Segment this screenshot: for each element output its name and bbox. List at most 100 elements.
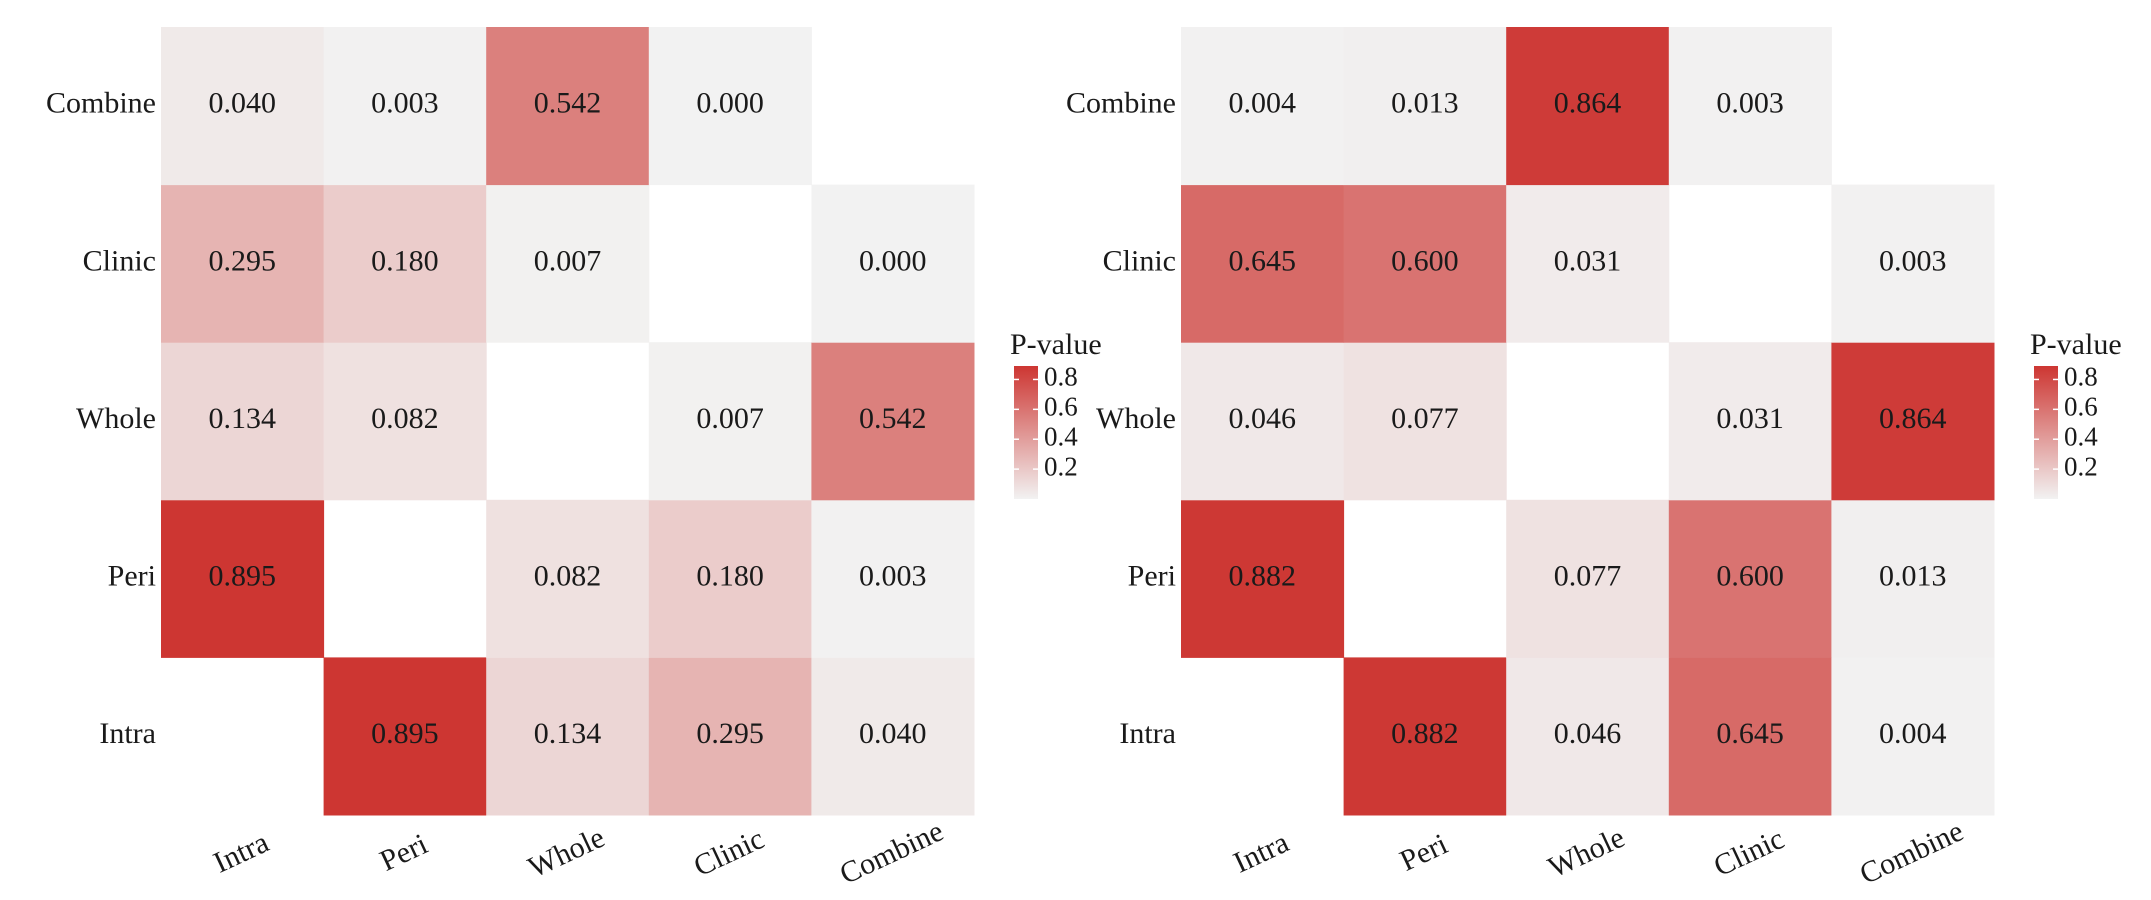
- cell-label: 0.004: [1229, 87, 1297, 120]
- heat-cell: [1831, 184, 1995, 343]
- colorbar: [2034, 366, 2058, 499]
- heat-cell: [648, 27, 812, 186]
- heat-cell: [1343, 342, 1507, 501]
- x-tick-label: Whole: [523, 821, 609, 885]
- heat-cell: [1668, 27, 1832, 186]
- heat-cell: [1506, 499, 1670, 658]
- heat-cell: [1831, 342, 1995, 501]
- colorbar-tick-label: 0.2: [2064, 451, 2098, 481]
- cell-label: 0.000: [859, 244, 927, 277]
- cell-label: 0.895: [209, 559, 277, 592]
- cell-label: 0.003: [371, 87, 439, 120]
- cell-label: 0.864: [1554, 87, 1622, 120]
- y-tick-label: Whole: [1096, 402, 1176, 435]
- cell-label: 0.295: [696, 717, 764, 750]
- y-tick-label: Combine: [46, 87, 156, 120]
- heat-cell: [1181, 499, 1345, 658]
- cell-label: 0.046: [1229, 402, 1297, 435]
- x-tick-label: Combine: [1855, 814, 1969, 890]
- x-tick-label: Combine: [835, 814, 949, 890]
- x-tick-label: Peri: [375, 827, 433, 877]
- cell-label: 0.542: [859, 402, 927, 435]
- y-tick-label: Intra: [99, 717, 156, 750]
- heat-cell: [811, 499, 975, 658]
- x-tick-label: Peri: [1395, 827, 1453, 877]
- heat-cell: [486, 27, 650, 186]
- colorbar-tick-label: 0.6: [2064, 392, 2098, 422]
- heat-cell: [161, 342, 325, 501]
- heat-cell: [1343, 657, 1507, 816]
- colorbar-tick-label: 0.2: [1044, 451, 1078, 481]
- cell-label: 0.082: [534, 559, 602, 592]
- cell-label: 0.864: [1879, 402, 1947, 435]
- heat-cell: [1506, 184, 1670, 343]
- heat-cell: [648, 342, 812, 501]
- cell-label: 0.003: [859, 559, 927, 592]
- cell-label: 0.882: [1229, 559, 1297, 592]
- cell-label: 0.542: [534, 87, 602, 120]
- heat-cell: [1506, 657, 1670, 816]
- x-tick-label: Intra: [209, 826, 274, 880]
- colorbar: [1014, 366, 1038, 499]
- heat-cell: [1181, 27, 1345, 186]
- heat-cell: [811, 342, 975, 501]
- heat-cell: [323, 27, 487, 186]
- heat-cell: [1831, 499, 1995, 658]
- x-tick-label: Clinic: [1709, 822, 1789, 883]
- heat-cell: [486, 184, 650, 343]
- colorbar-tick-label: 0.4: [1044, 421, 1078, 451]
- x-tick-label: Whole: [1543, 821, 1629, 885]
- cell-label: 0.013: [1391, 87, 1459, 120]
- cell-label: 0.134: [534, 717, 602, 750]
- cell-label: 0.040: [859, 717, 927, 750]
- heat-cell: [1668, 499, 1832, 658]
- heat-cell: [648, 657, 812, 816]
- x-tick-label: Intra: [1229, 826, 1294, 880]
- colorbar-tick-label: 0.6: [1044, 392, 1078, 422]
- heat-cell: [323, 657, 487, 816]
- heat-cell: [811, 184, 975, 343]
- colorbar-tick-label: 0.4: [2064, 421, 2098, 451]
- heat-cell: [811, 657, 975, 816]
- cell-label: 0.077: [1554, 559, 1622, 592]
- cell-label: 0.882: [1391, 717, 1459, 750]
- heat-cell: [648, 499, 812, 658]
- y-tick-label: Intra: [1119, 717, 1176, 750]
- y-tick-label: Peri: [108, 559, 156, 592]
- heat-cell: [1343, 184, 1507, 343]
- y-tick-label: Combine: [1066, 87, 1176, 120]
- colorbar-tick-label: 0.8: [1044, 362, 1078, 392]
- cell-label: 0.180: [696, 559, 764, 592]
- legend-title: P-value: [2030, 328, 2122, 361]
- heat-cell: [1181, 184, 1345, 343]
- heat-cell: [1506, 27, 1670, 186]
- heat-cell: [486, 657, 650, 816]
- heat-cell: [161, 27, 325, 186]
- heat-cell: [323, 184, 487, 343]
- x-tick-label: Clinic: [689, 822, 769, 883]
- colorbar-tick-label: 0.8: [2064, 362, 2098, 392]
- cell-label: 0.031: [1716, 402, 1784, 435]
- cell-label: 0.013: [1879, 559, 1947, 592]
- cell-label: 0.600: [1391, 244, 1459, 277]
- cell-label: 0.295: [209, 244, 277, 277]
- cell-label: 0.645: [1229, 244, 1297, 277]
- cell-label: 0.134: [209, 402, 277, 435]
- y-tick-label: Clinic: [1103, 244, 1176, 277]
- cell-label: 0.082: [371, 402, 439, 435]
- cell-label: 0.031: [1554, 244, 1622, 277]
- cell-label: 0.077: [1391, 402, 1459, 435]
- cell-label: 0.003: [1716, 87, 1784, 120]
- heat-cell: [1668, 342, 1832, 501]
- heat-cell: [161, 499, 325, 658]
- cell-label: 0.007: [534, 244, 602, 277]
- y-tick-label: Clinic: [83, 244, 156, 277]
- cell-label: 0.003: [1879, 244, 1947, 277]
- heat-cell: [1831, 657, 1995, 816]
- heat-cell: [1343, 27, 1507, 186]
- heat-cell: [486, 499, 650, 658]
- cell-label: 0.600: [1716, 559, 1784, 592]
- cell-label: 0.046: [1554, 717, 1622, 750]
- cell-label: 0.645: [1716, 717, 1784, 750]
